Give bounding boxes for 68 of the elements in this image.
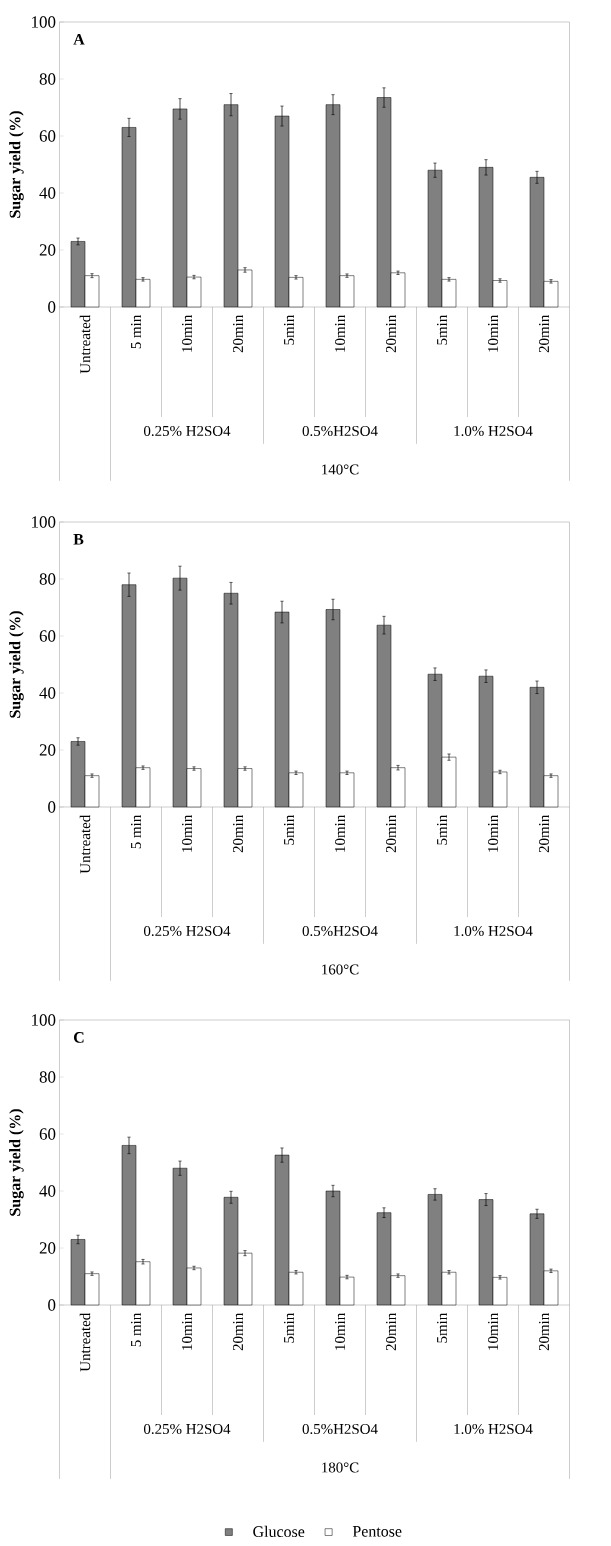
x-tick-label: 5min (283, 815, 295, 845)
y-tick-label: 0 (48, 301, 56, 313)
x-tick-label: 5min (283, 314, 295, 345)
text: A (73, 34, 85, 45)
y-tick-label: 100 (32, 16, 56, 28)
x-tick-label: 5 min (130, 314, 142, 349)
x-tick-label: 10min (334, 815, 346, 852)
x-tick-label: 5 min (130, 815, 142, 849)
text: 0.5%H2SO4 (302, 1423, 378, 1435)
x-tick-label: 5min (436, 314, 448, 345)
text: 140°C (322, 464, 359, 475)
x-tick-label: 20min (538, 314, 550, 353)
x-tick-label: Untreated (79, 314, 91, 374)
y-tick-label: 0 (48, 1299, 56, 1311)
x-tick-label: 10min (334, 314, 346, 352)
text: B (73, 534, 84, 545)
text: 0.5%H2SO4 (302, 425, 378, 437)
text: 180°C (322, 1462, 359, 1473)
text: 1.0% H2SO4 (454, 925, 533, 937)
y-tick-label: 20 (39, 744, 56, 756)
y-tick-label: 40 (39, 1185, 56, 1197)
y-tick-label: 40 (39, 687, 56, 699)
y-tick-label: 60 (39, 630, 56, 642)
text: 0.25% H2SO4 (143, 925, 231, 937)
x-tick-label: 20min (385, 815, 397, 853)
x-tick-label: 10min (487, 815, 499, 852)
x-tick-label: 20min (232, 815, 244, 853)
text: 1.0% H2SO4 (454, 425, 533, 437)
y-tick-label: 100 (32, 516, 56, 528)
x-tick-label: 5min (436, 815, 448, 845)
text: 0.25% H2SO4 (143, 425, 231, 437)
y-tick-label: 20 (39, 1242, 56, 1254)
x-tick-label: Untreated (79, 1312, 91, 1372)
x-tick-label: 10min (334, 1313, 346, 1350)
x-tick-label: 10min (487, 314, 499, 352)
x-tick-label: 5min (283, 1313, 295, 1343)
legend-label: Glucose (253, 1525, 305, 1538)
y-tick-label: 80 (39, 573, 56, 585)
text: 1.0% H2SO4 (454, 1423, 533, 1435)
x-tick-label: 5 min (130, 1313, 142, 1347)
x-tick-label: 10min (487, 1313, 499, 1350)
legend-label: Pentose (352, 1526, 402, 1537)
y-tick-label: 80 (39, 73, 56, 85)
y-tick-label: 40 (39, 187, 56, 199)
x-tick-label: 20min (232, 1313, 244, 1351)
y-tick-label: 80 (39, 1071, 56, 1083)
x-tick-label: 20min (538, 1313, 550, 1351)
y-axis-title: Sugar yield (%) (9, 611, 24, 718)
x-tick-label: 10min (181, 1313, 193, 1350)
y-tick-label: 20 (39, 244, 56, 256)
y-tick-label: 100 (32, 1014, 56, 1026)
x-tick-label: 5min (436, 1313, 448, 1343)
x-tick-label: 20min (385, 314, 397, 353)
text: C (74, 1032, 84, 1043)
x-tick-label: 10min (181, 815, 193, 852)
text: 160°C (322, 964, 359, 975)
y-tick-label: 0 (48, 801, 56, 813)
y-axis-title: Sugar yield (%) (9, 1109, 24, 1216)
y-axis-title: Sugar yield (%) (9, 111, 24, 218)
y-tick-label: 60 (39, 1128, 56, 1140)
text: 0.25% H2SO4 (143, 1423, 231, 1435)
y-tick-label: 60 (39, 130, 56, 142)
text: 0.5%H2SO4 (302, 925, 378, 937)
x-tick-label: 20min (232, 314, 244, 353)
x-tick-label: Untreated (79, 814, 91, 874)
x-tick-label: 10min (181, 314, 193, 352)
x-tick-label: 20min (538, 815, 550, 853)
x-tick-label: 20min (385, 1313, 397, 1351)
